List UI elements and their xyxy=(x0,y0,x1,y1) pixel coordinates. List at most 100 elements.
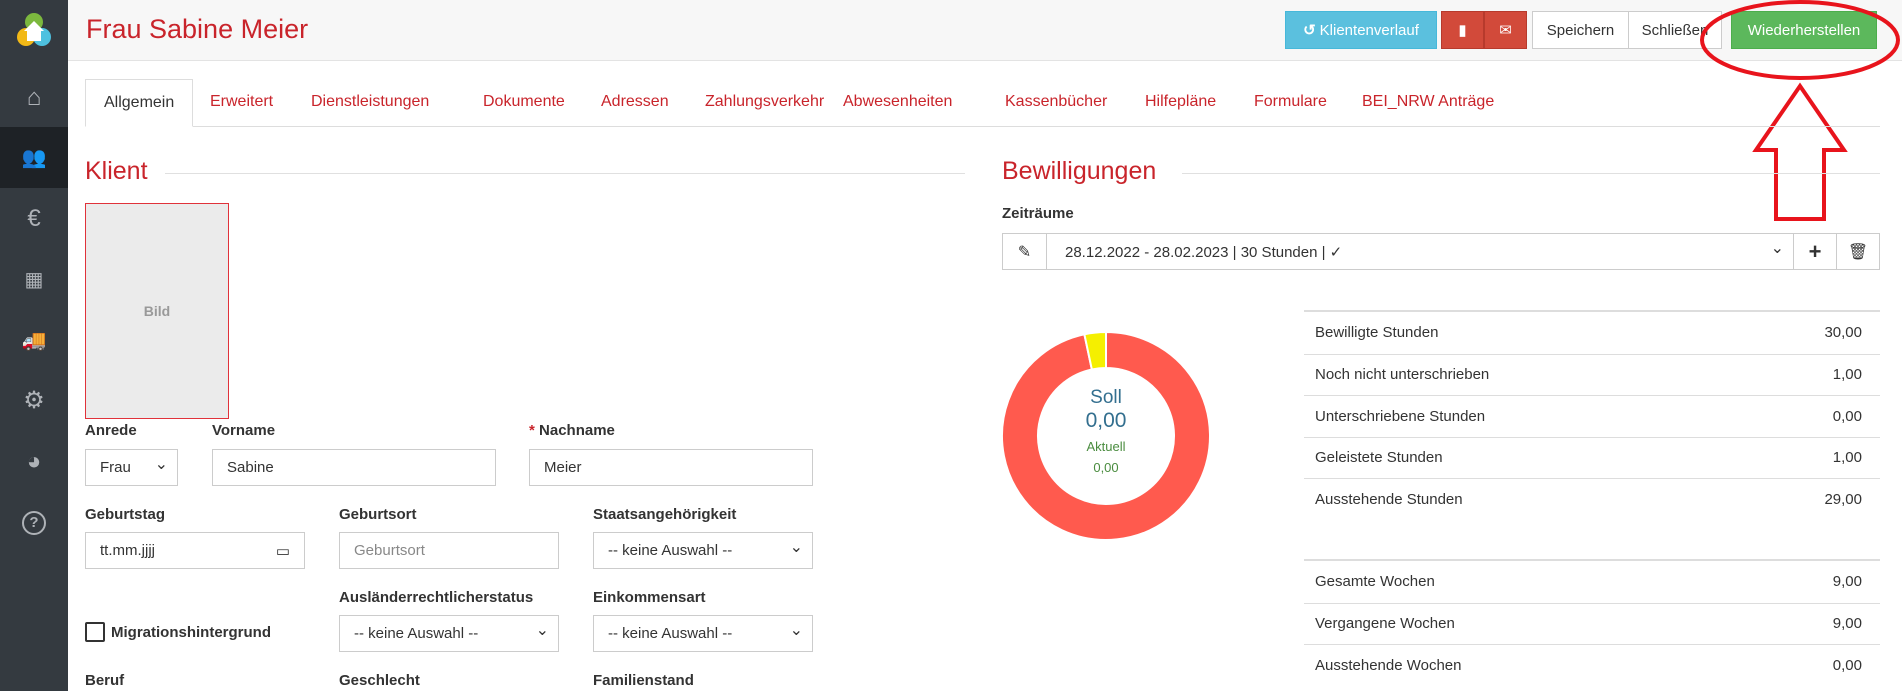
save-button[interactable]: Speichern xyxy=(1532,11,1629,49)
migration-checkbox[interactable] xyxy=(85,622,105,642)
edit-button[interactable]: ✎ xyxy=(1003,234,1047,269)
weeks-value: 9,00 xyxy=(1832,615,1862,632)
page-title: Frau Sabine Meier xyxy=(86,14,309,44)
calendar-icon: ▦ xyxy=(24,269,44,291)
klient-heading: Klient xyxy=(85,157,148,185)
sidebar-item-reports[interactable]: ◕ xyxy=(0,431,68,492)
sidebar-item-settings[interactable]: ⚙ xyxy=(0,370,68,431)
gears-icon: ⚙ xyxy=(23,387,45,414)
stats-value: 1,00 xyxy=(1832,366,1862,383)
sidebar-item-transport[interactable]: 🚚 xyxy=(0,310,68,371)
geburtsort-input[interactable]: Geburtsort xyxy=(339,532,559,569)
vorname-label: Vorname xyxy=(212,422,276,439)
close-button[interactable]: Schließen xyxy=(1628,11,1722,49)
stats-row: Unterschriebene Stunden 0,00 xyxy=(1304,395,1880,436)
plus-icon: + xyxy=(1808,238,1822,264)
geburtstag-input[interactable]: tt.mm.jjjj ▭ xyxy=(85,532,305,569)
divider xyxy=(1304,310,1880,312)
tab-abwesenheiten[interactable]: Abwesenheiten xyxy=(843,93,953,110)
zeitraum-select[interactable]: 28.12.2022 - 28.02.2023 | 30 Stunden | ✓ xyxy=(1047,234,1793,269)
envelope-icon: ✉ xyxy=(1499,22,1512,39)
donut-segment-1 xyxy=(1083,330,1107,371)
tab-erweitert[interactable]: Erweitert xyxy=(210,93,274,110)
staatsangehoerigkeit-label: Staatsangehörigkeit xyxy=(593,506,737,523)
tab-bei-nrw-antraege[interactable]: BEI_NRW Anträge xyxy=(1362,93,1495,110)
help-icon: ? xyxy=(22,510,46,535)
donut-segment-0 xyxy=(1001,330,1211,541)
sidebar-item-home[interactable]: ⌂ xyxy=(0,67,68,128)
nachname-input[interactable]: Meier xyxy=(529,449,813,486)
stats-value: 29,00 xyxy=(1824,490,1862,508)
anrede-select[interactable]: Frau xyxy=(85,449,178,486)
home-icon: ⌂ xyxy=(26,83,42,111)
familienstand-label: Familienstand xyxy=(593,672,694,689)
stats-row: Bewilligte Stunden 30,00 xyxy=(1304,312,1880,353)
tab-kassenbuecher[interactable]: Kassenbücher xyxy=(1005,93,1108,110)
divider xyxy=(165,173,965,174)
users-icon: 👥 xyxy=(21,147,47,169)
tab-bar: Allgemein Erweitert Dienstleistungen Dok… xyxy=(85,79,1880,127)
weeks-label: Ausstehende Wochen xyxy=(1315,656,1462,674)
tab-hilfeplaene[interactable]: Hilfepläne xyxy=(1145,93,1217,110)
weeks-value: 9,00 xyxy=(1832,573,1862,590)
tab-dienstleistungen[interactable]: Dienstleistungen xyxy=(311,93,430,110)
calendar-button[interactable]: ▮ xyxy=(1441,11,1484,49)
client-history-button[interactable]: ↺ Klientenverlauf xyxy=(1285,11,1437,49)
sidebar-item-clients[interactable]: 👥 xyxy=(0,127,68,188)
stats-row: Ausstehende Stunden 29,00 xyxy=(1304,478,1880,519)
email-button[interactable]: ✉ xyxy=(1484,11,1527,49)
soll-label: Soll xyxy=(1090,387,1122,408)
geburtsort-label: Geburtsort xyxy=(339,506,417,523)
divider xyxy=(1304,559,1880,561)
einkommensart-select[interactable]: -- keine Auswahl -- xyxy=(593,615,813,652)
tab-adressen[interactable]: Adressen xyxy=(601,93,669,110)
client-photo[interactable]: Bild xyxy=(85,203,229,419)
divider xyxy=(1182,173,1880,174)
tab-allgemein[interactable]: Allgemein xyxy=(85,79,194,127)
beruf-label: Beruf xyxy=(85,672,125,689)
add-button[interactable]: + xyxy=(1793,234,1836,269)
tab-zahlungsverkehr[interactable]: Zahlungsverkehr xyxy=(705,93,825,110)
sidebar-item-calendar[interactable]: ▦ xyxy=(0,249,68,310)
restore-button[interactable]: Wiederherstellen xyxy=(1731,11,1877,49)
einkommensart-label: Einkommensart xyxy=(593,589,706,606)
sidebar: ⌂ 👥 € ▦ 🚚 ⚙ ◕ ? xyxy=(0,0,68,691)
stats-label: Bewilligte Stunden xyxy=(1315,324,1439,341)
auslaender-select[interactable]: -- keine Auswahl -- xyxy=(339,615,559,652)
weeks-label: Gesamte Wochen xyxy=(1315,573,1435,590)
trash-icon: 🗑 xyxy=(1847,243,1869,261)
euro-icon: € xyxy=(27,204,41,232)
stats-label: Ausstehende Stunden xyxy=(1315,490,1463,508)
stats-row: Geleistete Stunden 1,00 xyxy=(1304,436,1880,478)
history-icon: ↺ xyxy=(1303,22,1316,39)
vorname-input[interactable]: Sabine xyxy=(212,449,496,486)
stats-label: Noch nicht unterschrieben xyxy=(1315,366,1490,383)
stats-value: 30,00 xyxy=(1824,324,1862,341)
pie-chart-icon: ◕ xyxy=(26,447,42,475)
logo-icon[interactable] xyxy=(0,0,68,61)
sidebar-item-help[interactable]: ? xyxy=(0,492,68,553)
weeks-row: Gesamte Wochen 9,00 xyxy=(1304,561,1880,602)
geschlecht-label: Geschlecht xyxy=(339,672,420,689)
weeks-value: 0,00 xyxy=(1832,656,1862,674)
delete-button[interactable]: 🗑 xyxy=(1836,234,1879,269)
calendar-icon[interactable]: ▭ xyxy=(275,542,290,560)
tab-formulare[interactable]: Formulare xyxy=(1254,93,1327,110)
stats-label: Geleistete Stunden xyxy=(1315,449,1443,466)
pencil-icon: ✎ xyxy=(1017,243,1032,261)
aktuell-value: 0,00 xyxy=(1093,460,1119,475)
tab-dokumente[interactable]: Dokumente xyxy=(483,93,565,110)
staatsangehoerigkeit-select[interactable]: -- keine Auswahl -- xyxy=(593,532,813,569)
migration-label: Migrationshintergrund xyxy=(111,624,271,641)
weeks-label: Vergangene Wochen xyxy=(1315,615,1455,632)
stats-label: Unterschriebene Stunden xyxy=(1315,407,1486,425)
anrede-label: Anrede xyxy=(85,422,137,439)
zeitraum-group: ✎ 28.12.2022 - 28.02.2023 | 30 Stunden |… xyxy=(1002,233,1880,270)
zeitraeume-label: Zeiträume xyxy=(1002,205,1074,222)
stats-value: 1,00 xyxy=(1832,449,1862,466)
weeks-row: Ausstehende Wochen 0,00 xyxy=(1304,644,1880,685)
stats-row: Noch nicht unterschrieben 1,00 xyxy=(1304,353,1880,395)
aktuell-label: Aktuell xyxy=(1086,439,1126,454)
sidebar-item-finance[interactable]: € xyxy=(0,188,68,249)
truck-icon: 🚚 xyxy=(21,330,47,352)
